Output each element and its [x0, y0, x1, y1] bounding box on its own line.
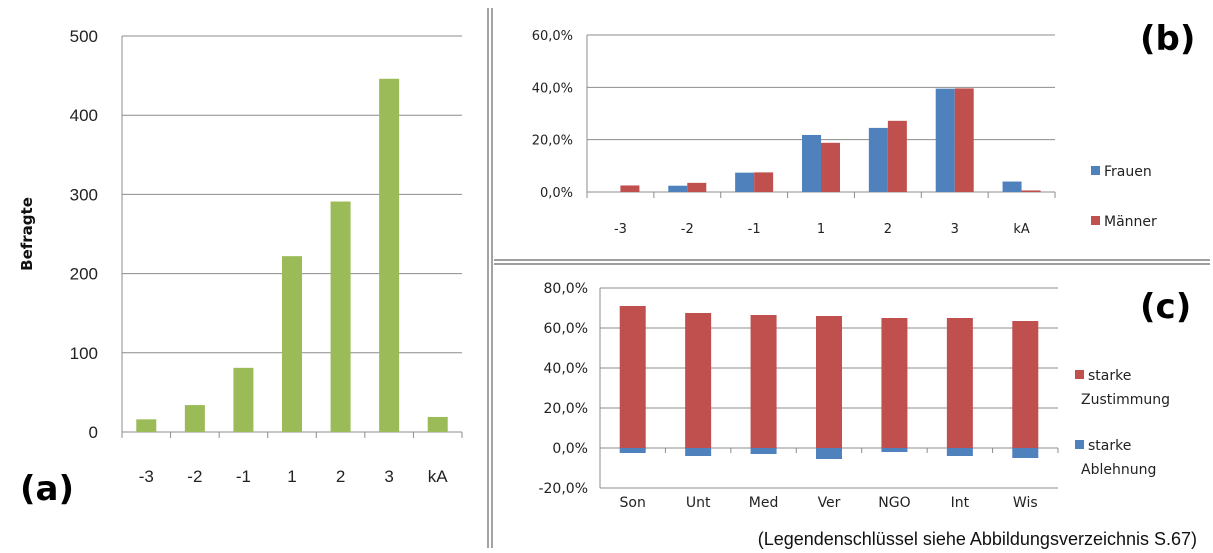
b-bar-frauen	[868, 127, 888, 192]
b-x-tick-label: -1	[748, 222, 761, 237]
c-y-tick-label: 0,0%	[552, 441, 588, 457]
c-bar-ablehnung	[685, 448, 712, 456]
c-x-tick-label: Int	[951, 495, 970, 511]
a-x-tick-label: -3	[139, 467, 154, 486]
b-x-tick-label: 1	[817, 222, 825, 237]
b-bar-maenner	[954, 88, 974, 192]
c-bar-zustimmung	[816, 316, 842, 448]
b-bar-maenner	[887, 120, 907, 192]
c-bar-zustimmung	[946, 318, 973, 448]
c-bar-zustimmung	[881, 318, 908, 448]
c-legend-label: starke	[1088, 368, 1131, 384]
b-x-tick-label: kA	[1013, 222, 1030, 237]
c-bar-zustimmung	[619, 306, 646, 448]
c-bar-zustimmung	[1012, 321, 1039, 448]
c-bar-zustimmung	[750, 315, 777, 448]
c-x-tick-label: NGO	[878, 495, 910, 511]
a-bar	[330, 201, 351, 432]
b-x-tick-label: -2	[681, 222, 694, 237]
c-y-tick-label: 20,0%	[544, 401, 588, 417]
b-bar-maenner	[1021, 190, 1041, 192]
a-bar	[427, 416, 448, 432]
b-panel-label: (b)	[1140, 19, 1195, 59]
b-legend-label: Frauen	[1104, 164, 1152, 180]
a-bar	[184, 405, 205, 432]
b-bar-maenner	[620, 185, 640, 192]
c-y-tick-label: -20,0%	[538, 481, 588, 497]
chart-c-groups: -20,0% 0,0% 20,0% 40,0% 60,0% 80,0% Son Unt Med V…	[538, 281, 1191, 511]
c-legend-label: starke	[1088, 438, 1131, 454]
c-x-tick-label: Med	[749, 495, 779, 511]
c-x-tick-label: Wis	[1013, 495, 1038, 511]
c-bar-ablehnung	[881, 448, 908, 452]
a-bar	[136, 419, 157, 432]
c-bar-ablehnung	[750, 448, 777, 454]
b-bar-frauen	[735, 172, 755, 192]
a-y-axis-title: Befragte	[18, 197, 36, 271]
a-bar	[233, 367, 254, 432]
a-bar	[282, 256, 302, 432]
c-panel-label: (c)	[1140, 287, 1191, 327]
a-x-tick-label: kA	[428, 467, 449, 486]
b-bar-maenner	[821, 142, 840, 192]
c-bar-zustimmung	[685, 313, 712, 448]
c-legend-swatch	[1075, 370, 1084, 379]
c-y-tick-label: 60,0%	[544, 321, 588, 337]
chart-b-gender: 0,0% 20,0% 40,0% 60,0% -3 -2 -1 1 2 3 kA Frauen Männ…	[532, 19, 1196, 237]
b-legend-swatch	[1091, 216, 1100, 225]
c-y-tick-label: 40,0%	[544, 361, 588, 377]
b-bar-frauen	[668, 185, 688, 192]
b-y-tick-label: 40,0%	[532, 81, 573, 96]
b-x-tick-label: 2	[884, 222, 892, 237]
b-x-tick-label: -3	[614, 222, 627, 237]
c-legend-label: Zustimmung	[1081, 392, 1170, 408]
b-legend-swatch	[1091, 166, 1100, 175]
footnote-text: (Legendenschlüssel siehe Abbildungsverze…	[758, 529, 1197, 549]
b-bar-frauen	[935, 88, 955, 192]
a-panel-label: (a)	[20, 469, 74, 509]
a-y-tick-label: 400	[70, 106, 98, 125]
a-x-tick-label: -2	[187, 467, 202, 486]
c-legend-swatch	[1075, 440, 1084, 449]
a-bar	[379, 78, 400, 432]
c-y-tick-label: 80,0%	[544, 281, 588, 297]
c-bar-ablehnung	[816, 448, 842, 459]
b-y-tick-label: 60,0%	[532, 29, 573, 44]
b-y-tick-label: 0,0%	[540, 186, 573, 201]
c-bar-ablehnung	[1012, 448, 1039, 458]
panel-separators	[487, 8, 1210, 548]
a-y-tick-label: 0	[89, 423, 98, 442]
c-x-tick-label: Unt	[686, 495, 711, 511]
a-y-tick-label: 200	[70, 265, 98, 284]
c-x-tick-label: Ver	[818, 495, 841, 511]
b-x-tick-label: 3	[951, 222, 959, 237]
a-x-tick-label: 3	[384, 467, 393, 486]
a-y-tick-label: 300	[70, 185, 98, 204]
a-x-tick-label: 2	[336, 467, 345, 486]
c-bar-ablehnung	[619, 448, 646, 453]
a-x-tick-label: -1	[236, 467, 251, 486]
b-bar-maenner	[687, 182, 707, 192]
c-legend-label: Ablehnung	[1081, 462, 1156, 478]
b-bar-maenner	[754, 172, 774, 192]
a-x-tick-label: 1	[287, 467, 296, 486]
c-bar-ablehnung	[946, 448, 973, 456]
b-bar-frauen	[1002, 181, 1022, 192]
b-bar-frauen	[802, 134, 821, 192]
chart-a-participants: 0 100 200 300 400 500 -3 -2 -1 1 2 3 kA Befragte (a)	[18, 27, 463, 509]
c-x-tick-label: Son	[620, 495, 646, 511]
b-y-tick-label: 20,0%	[532, 134, 573, 149]
b-legend-label: Männer	[1104, 214, 1157, 230]
a-y-tick-label: 500	[70, 27, 98, 46]
a-y-tick-label: 100	[70, 344, 98, 363]
